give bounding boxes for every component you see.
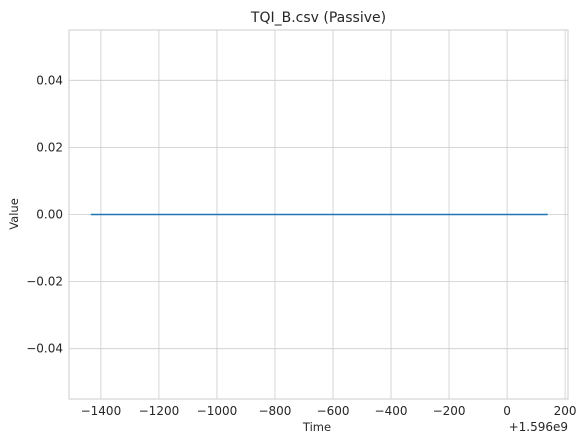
plot-frame (68, 29, 569, 400)
x-tick-label: −1200 (139, 404, 180, 418)
x-tick-label: −800 (258, 404, 291, 418)
y-tick-labels: −0.04 −0.02 0.00 0.02 0.04 (26, 73, 63, 355)
x-offset-label: +1.596e9 (509, 420, 568, 434)
x-tick-label: −1400 (81, 404, 122, 418)
x-tick-label: −400 (375, 404, 408, 418)
y-tick-label: 0.00 (36, 208, 63, 222)
y-tick-label: −0.02 (26, 275, 63, 289)
x-tick-label: −1000 (197, 404, 238, 418)
x-tick-label: 0 (503, 404, 511, 418)
x-tick-labels: −1400 −1200 −1000 −800 −600 −400 −200 0 200 (81, 404, 577, 418)
y-tick-label: 0.04 (36, 73, 63, 87)
y-tick-label: −0.04 (26, 342, 63, 356)
x-tick-label: 200 (554, 404, 577, 418)
y-tick-label: 0.02 (36, 140, 63, 154)
y-axis-label: Value (7, 198, 21, 230)
chart-title: TQI_B.csv (Passive) (250, 10, 386, 26)
x-axis-label: Time (302, 420, 331, 434)
x-tick-label: −600 (317, 404, 350, 418)
x-tick-label: −200 (433, 404, 466, 418)
